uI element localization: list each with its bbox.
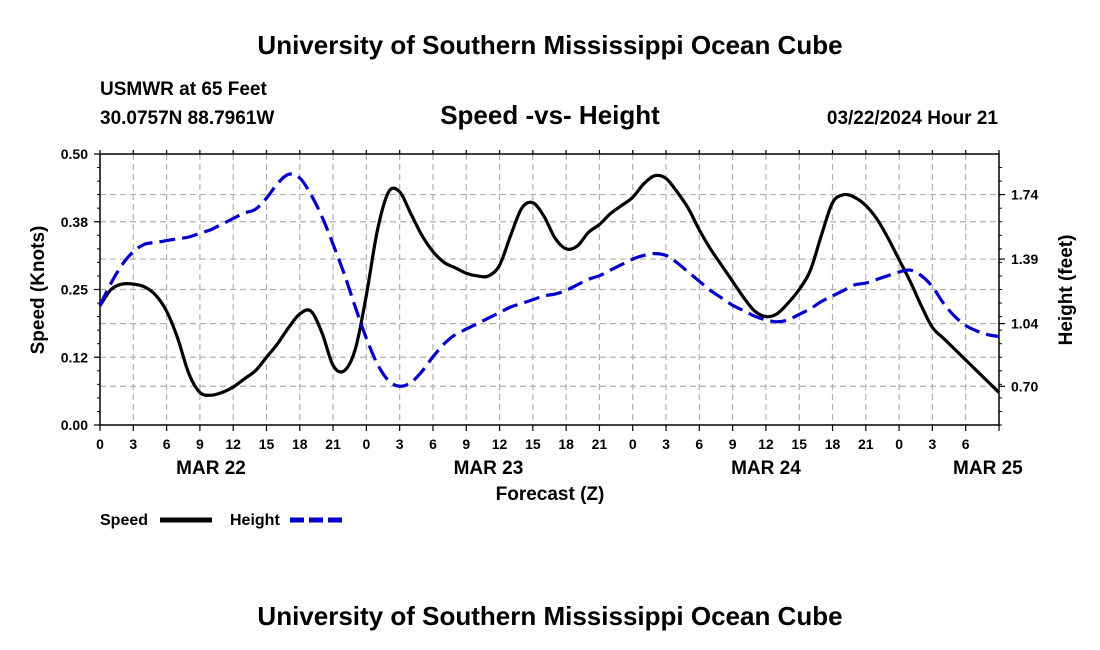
series-line-speed [98, 173, 1001, 397]
y-left-tick-label: 0.25 [61, 282, 88, 298]
chart-subtitle: Speed -vs- Height [440, 100, 660, 130]
y-axis-right-title: Height (feet) [1056, 235, 1077, 346]
x-tick-label: 9 [196, 436, 204, 452]
y-right-tick-label: 1.04 [1011, 316, 1038, 332]
x-tick-label: 21 [592, 436, 608, 452]
station-coordinates: 30.0757N 88.7961W [100, 108, 274, 129]
x-tick-label: 3 [129, 436, 137, 452]
x-tick-label: 6 [163, 436, 171, 452]
legend-height-label: Height [230, 512, 280, 529]
y-right-tick-label: 1.74 [1011, 187, 1038, 203]
x-tick-label: 12 [225, 436, 241, 452]
x-tick-label: 12 [492, 436, 508, 452]
y-axis-left-title: Speed (Knots) [28, 226, 49, 355]
x-tick-label: 0 [629, 436, 637, 452]
forecast-datetime: 03/22/2024 Hour 21 [827, 108, 999, 129]
date-label: MAR 22 [176, 458, 246, 479]
y-left-tick-label: 0.38 [61, 214, 88, 230]
x-tick-label: 0 [96, 436, 104, 452]
x-tick-label: 9 [462, 436, 470, 452]
series-line-height [98, 172, 1000, 388]
x-tick-label: 9 [729, 436, 737, 452]
legend: Speed Height [100, 512, 342, 529]
page-title: University of Southern Mississippi Ocean… [257, 30, 842, 60]
date-label: MAR 25 [953, 458, 1023, 479]
x-axis-title: Forecast (Z) [496, 484, 605, 505]
date-label: MAR 23 [454, 458, 524, 479]
y-right-tick-label: 0.70 [1011, 378, 1038, 394]
axes: 0 3 6 9 12 15 18 21 0 3 6 9 12 15 18 21 0 3 6 9 12 15 18 21 0 3 6 0… [61, 146, 1039, 479]
x-tick-label: 21 [325, 436, 341, 452]
footer-title: University of Southern Mississippi Ocean… [257, 601, 842, 631]
x-tick-label: 18 [292, 436, 308, 452]
x-tick-label: 18 [825, 436, 841, 452]
x-tick-label: 15 [791, 436, 807, 452]
x-tick-label: 6 [695, 436, 703, 452]
grid [100, 154, 999, 425]
y-left-tick-label: 0.00 [61, 417, 88, 433]
x-tick-label: 21 [858, 436, 874, 452]
x-tick-label: 6 [962, 436, 970, 452]
legend-speed-label: Speed [100, 512, 148, 529]
y-left-tick-label: 0.50 [61, 146, 88, 162]
x-tick-label: 3 [662, 436, 670, 452]
x-tick-label: 0 [895, 436, 903, 452]
x-tick-label: 15 [259, 436, 275, 452]
y-left-tick-label: 0.12 [61, 349, 88, 365]
x-tick-label: 3 [929, 436, 937, 452]
x-tick-label: 0 [362, 436, 370, 452]
y-right-tick-label: 1.39 [1011, 251, 1038, 267]
x-tick-label: 6 [429, 436, 437, 452]
x-tick-label: 3 [396, 436, 404, 452]
x-tick-label: 18 [558, 436, 574, 452]
x-tick-label: 12 [758, 436, 774, 452]
series-layer [98, 172, 1001, 397]
station-label: USMWR at 65 Feet [100, 79, 267, 100]
x-tick-label: 15 [525, 436, 541, 452]
date-label: MAR 24 [731, 458, 801, 479]
